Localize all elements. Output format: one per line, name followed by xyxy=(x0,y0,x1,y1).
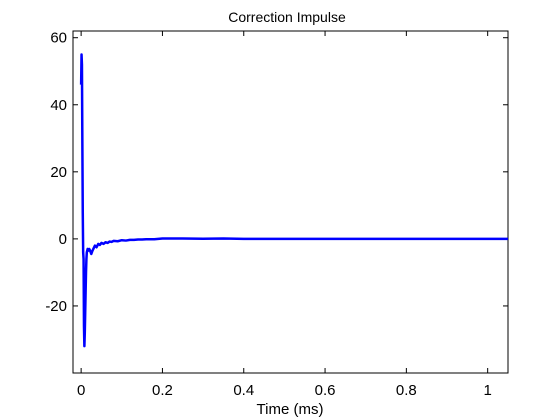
y-tick-label: 20 xyxy=(50,164,67,181)
x-tick-label: 0.2 xyxy=(152,382,173,399)
series-lines xyxy=(79,53,508,348)
chart-title: Correction Impulse xyxy=(228,9,346,25)
y-tick-label: -20 xyxy=(45,298,67,315)
plot-area xyxy=(72,30,509,374)
x-tick-label: 0.6 xyxy=(315,382,336,399)
x-tick-label: 1 xyxy=(484,382,492,399)
x-tick-label: 0 xyxy=(77,382,85,399)
y-tick-label: 60 xyxy=(50,30,67,47)
x-axis-ticks: 0 0.2 0.4 0.6 0.8 1 xyxy=(77,31,492,399)
y-tick-label: 0 xyxy=(59,231,67,248)
y-axis-ticks: -20 0 20 40 60 xyxy=(45,30,508,315)
y-tick-label: 40 xyxy=(50,97,67,114)
x-tick-label: 0.4 xyxy=(233,382,254,399)
x-axis-label: Time (ms) xyxy=(257,401,324,418)
series-line xyxy=(79,53,508,348)
x-tick-label: 0.8 xyxy=(396,382,417,399)
